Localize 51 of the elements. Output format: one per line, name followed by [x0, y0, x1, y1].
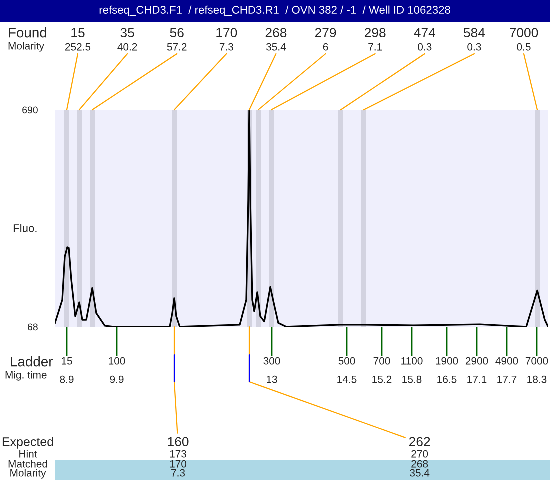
y-tick-label: 690	[22, 106, 38, 114]
x-tick-label: 16.5	[438, 376, 457, 384]
text: Expected	[2, 437, 54, 449]
text: 1900	[436, 357, 458, 365]
text: 173	[170, 450, 186, 458]
text: Matched	[8, 460, 48, 468]
band-label: 170 7.3	[216, 28, 238, 51]
x-tick-label: 13	[267, 376, 278, 384]
x-tick-label: 8.9	[60, 376, 74, 384]
x-tick-label: 14.5	[338, 376, 357, 384]
text: 1100	[402, 357, 423, 365]
text: 100	[109, 357, 126, 365]
band-label: 35 40.2	[118, 28, 138, 51]
text: 700	[374, 357, 390, 365]
text: 35.4	[410, 469, 430, 477]
band-label: 584 0.3	[464, 28, 486, 51]
text: 7000	[526, 357, 548, 365]
y-axis-title: Fluo.	[14, 224, 37, 232]
line-series	[55, 110, 548, 327]
y-tick-label: 68	[28, 324, 38, 331]
text: 4900	[496, 357, 518, 365]
text: 300	[264, 357, 280, 365]
x-tick-label: 17.1	[468, 376, 487, 384]
text: 270	[412, 450, 428, 458]
text: Mig. time	[6, 371, 47, 381]
chart-title: refseq_CHD3.F1 / refseq_CHD3.R1 / OVN 382 / -1 / Well ID 1062328	[100, 6, 450, 16]
text: 170	[170, 460, 187, 468]
text: 15	[62, 358, 72, 365]
x-tick-label: 17.7	[498, 376, 517, 384]
text: Molarity	[10, 469, 46, 479]
band-label: 279 6	[315, 28, 336, 51]
text: Found	[9, 28, 46, 38]
band-label: 56 57.2	[167, 28, 187, 51]
x-tick-label: 9.9	[110, 376, 124, 384]
text: Ladder	[11, 356, 54, 367]
text: 500	[338, 357, 356, 365]
text: Molarity	[8, 42, 44, 52]
text: 2900	[466, 357, 488, 365]
x-tick-label: 18.3	[528, 376, 547, 384]
text: 7.3	[172, 469, 186, 477]
annotation: 160	[168, 437, 189, 447]
x-tick-label: 15.8	[402, 376, 422, 384]
band-label: 474 0.3	[414, 28, 436, 51]
band-label: 7000 0.5	[510, 28, 538, 51]
annotation: 262	[409, 437, 430, 447]
text: Hint	[20, 450, 38, 458]
band-label: 298 7.1	[364, 28, 386, 51]
text: 268	[412, 460, 428, 468]
band-label: 15 252.5	[65, 28, 91, 51]
band-label: 268 35.4	[266, 28, 287, 51]
x-tick-label: 15.2	[372, 376, 392, 384]
